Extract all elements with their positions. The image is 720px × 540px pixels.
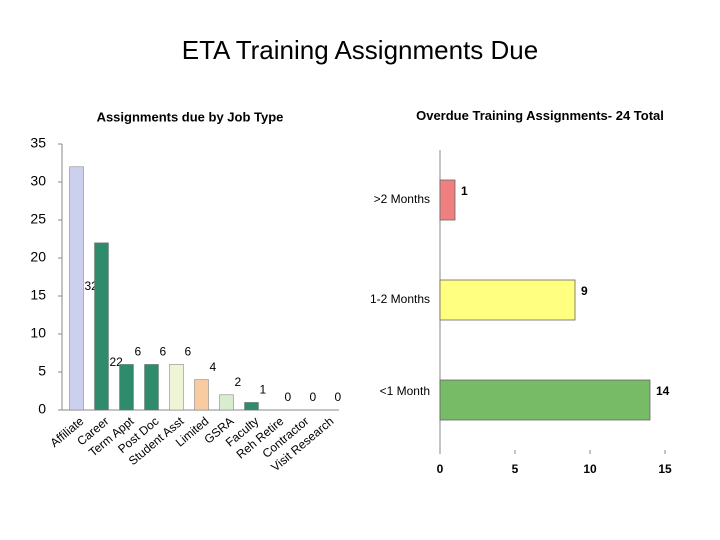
value-label: 2 xyxy=(235,375,242,389)
value-label: 1 xyxy=(260,383,267,397)
y-tick-label: 30 xyxy=(30,173,46,189)
y-tick-label: <1 Month xyxy=(380,384,430,398)
value-label: 0 xyxy=(310,390,317,404)
value-label: 0 xyxy=(335,390,342,404)
y-tick-label: 35 xyxy=(30,135,46,151)
x-tick-label: 15 xyxy=(658,462,672,476)
page-title: ETA Training Assignments Due xyxy=(182,35,538,65)
bar xyxy=(69,166,84,411)
value-label: 4 xyxy=(210,360,217,374)
chart-title: Overdue Training Assignments- 24 Total xyxy=(416,108,664,123)
bar xyxy=(169,364,184,411)
value-label: 1 xyxy=(461,184,468,198)
value-label: 6 xyxy=(160,345,167,359)
value-label: 9 xyxy=(581,284,588,298)
value-label: 6 xyxy=(135,345,142,359)
chart-title: Assignments due by Job Type xyxy=(97,109,284,124)
y-tick-label: 0 xyxy=(38,401,46,417)
bar xyxy=(439,279,576,321)
y-tick-label: 1-2 Months xyxy=(370,292,430,306)
y-tick-label: 5 xyxy=(38,363,46,379)
y-tick-label: 15 xyxy=(30,287,46,303)
value-label: 6 xyxy=(185,345,192,359)
x-tick-label: 0 xyxy=(437,462,444,476)
y-tick-label: 10 xyxy=(30,325,46,341)
x-tick-label: 10 xyxy=(583,462,597,476)
y-tick-label: >2 Months xyxy=(374,192,430,206)
bar xyxy=(144,364,159,411)
x-tick-label: 5 xyxy=(512,462,519,476)
bar xyxy=(94,242,109,411)
value-label: 0 xyxy=(285,390,292,404)
bar xyxy=(194,379,209,411)
bar xyxy=(219,394,234,411)
bar xyxy=(244,402,259,411)
y-tick-label: 25 xyxy=(30,211,46,227)
chart-title-box: Overdue Training Assignments- 24 Total xyxy=(416,108,664,123)
bar xyxy=(439,379,651,421)
bar xyxy=(439,179,456,221)
value-label: 14 xyxy=(656,384,670,398)
y-tick-label: 20 xyxy=(30,249,46,265)
bar xyxy=(119,364,134,411)
